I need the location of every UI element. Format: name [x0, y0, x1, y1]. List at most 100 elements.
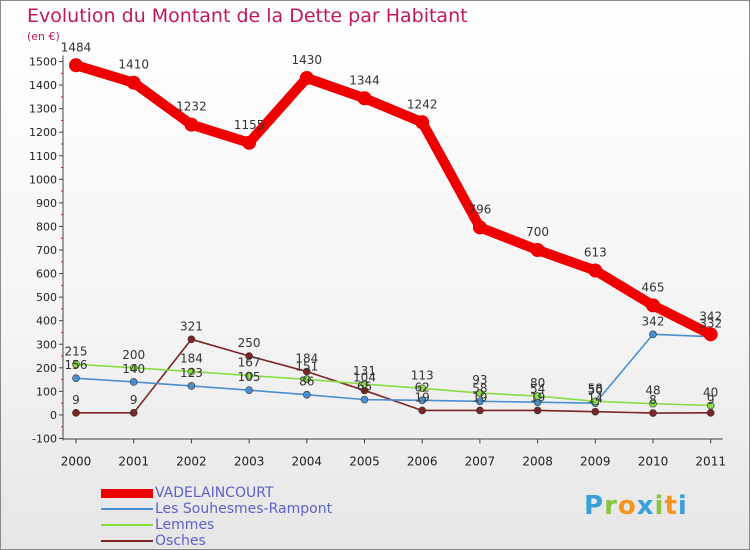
data-label: 167 — [238, 356, 261, 370]
x-tick-label: 2004 — [292, 455, 323, 469]
data-label: 50 — [588, 383, 603, 397]
data-point — [530, 243, 545, 257]
proxiti-logo: Proxiti — [584, 491, 688, 521]
x-tick-label: 2006 — [407, 455, 438, 469]
series-line-0 — [71, 60, 716, 340]
data-point — [415, 115, 430, 130]
data-label: 796 — [468, 202, 491, 216]
x-tick-label: 2001 — [118, 455, 149, 469]
data-point — [187, 335, 196, 344]
data-point — [245, 371, 253, 380]
data-point — [649, 409, 657, 417]
y-tick-label: 700 — [36, 244, 57, 257]
x-tick-label: 2000 — [61, 455, 92, 469]
data-label: 342 — [699, 309, 722, 323]
data-point — [72, 409, 80, 417]
logo-letter: t — [664, 491, 678, 521]
y-tick-label: 100 — [36, 385, 57, 398]
legend-swatch — [101, 508, 153, 510]
data-label: 184 — [295, 352, 318, 366]
data-label: 104 — [353, 370, 376, 384]
logo-letter: i — [677, 491, 688, 521]
data-label: 1232 — [176, 100, 207, 114]
y-tick-label: 500 — [36, 291, 57, 304]
x-tick-label: 2007 — [465, 455, 496, 469]
y-tick-label: 200 — [36, 362, 57, 375]
data-point — [649, 399, 657, 408]
data-label: 14 — [588, 392, 603, 406]
data-point — [418, 406, 427, 415]
legend-item: Lemmes — [101, 517, 361, 533]
legend-item: VADELAINCOURT — [101, 485, 361, 501]
data-point — [302, 375, 311, 384]
logo-letter: P — [584, 491, 605, 521]
data-point — [533, 406, 542, 415]
data-point — [245, 386, 253, 394]
x-tick-label: 2005 — [349, 455, 380, 469]
x-tick-label: 2011 — [695, 455, 726, 469]
legend-swatch — [101, 540, 153, 542]
data-label: 40 — [703, 386, 718, 400]
x-tick-label: 2009 — [580, 455, 611, 469]
data-label: 131 — [353, 364, 376, 378]
y-tick-label: -100 — [32, 433, 57, 446]
data-label: 140 — [122, 362, 145, 376]
legend-label: Les Souhesmes-Rampont — [155, 501, 333, 517]
data-label: 332 — [699, 317, 722, 331]
data-point — [703, 327, 718, 342]
data-label: 8 — [649, 393, 657, 407]
x-tick-label: 2008 — [522, 455, 553, 469]
data-label: 342 — [642, 314, 665, 328]
data-label: 156 — [65, 358, 88, 372]
data-label: 105 — [238, 370, 261, 384]
data-point — [245, 352, 253, 360]
data-label: 113 — [411, 368, 434, 382]
logo-letter: x — [636, 491, 655, 521]
data-point — [129, 409, 138, 417]
data-label: 123 — [180, 366, 203, 380]
data-point — [187, 382, 196, 390]
data-label: 184 — [180, 352, 203, 366]
data-label: 54 — [530, 382, 545, 396]
y-tick-label: 600 — [36, 268, 57, 281]
data-point — [706, 409, 715, 417]
data-point — [533, 392, 542, 400]
data-point — [72, 374, 80, 382]
data-label: 1155 — [234, 118, 265, 132]
logo-letter: r — [604, 491, 618, 521]
legend-swatch — [101, 524, 153, 526]
x-tick-label: 2002 — [176, 455, 207, 469]
x-tick-label: 2003 — [234, 455, 265, 469]
data-point — [129, 364, 138, 372]
data-label: 58 — [588, 381, 603, 395]
data-label: 151 — [295, 359, 318, 373]
data-label: 93 — [472, 373, 487, 387]
data-point — [184, 117, 199, 132]
data-label: 48 — [645, 384, 660, 398]
data-point — [360, 395, 369, 404]
data-point — [591, 407, 600, 416]
unit-label: (en €) — [27, 30, 60, 43]
y-tick-label: 1100 — [29, 150, 57, 163]
data-point — [72, 360, 80, 369]
data-label: 9 — [72, 393, 80, 407]
data-label: 80 — [530, 376, 545, 390]
data-label: 321 — [180, 319, 203, 333]
legend-label: Osches — [155, 533, 206, 549]
series-line-1 — [75, 333, 712, 404]
data-label: 215 — [65, 344, 88, 358]
chart-title: Evolution du Montant de la Dette par Hab… — [27, 5, 468, 27]
data-point — [418, 396, 427, 405]
y-tick-label: 800 — [36, 220, 57, 233]
y-tick-label: 300 — [36, 338, 57, 351]
data-point — [706, 401, 715, 410]
legend-swatch — [101, 488, 153, 498]
data-point — [302, 390, 311, 399]
y-tick-label: 1400 — [29, 79, 57, 92]
legend: VADELAINCOURT Les Souhesmes-Rampont Lemmes… — [101, 485, 361, 549]
data-label: 1410 — [118, 58, 149, 72]
data-point — [418, 384, 427, 393]
data-point — [302, 367, 311, 376]
data-label: 1430 — [292, 53, 323, 67]
